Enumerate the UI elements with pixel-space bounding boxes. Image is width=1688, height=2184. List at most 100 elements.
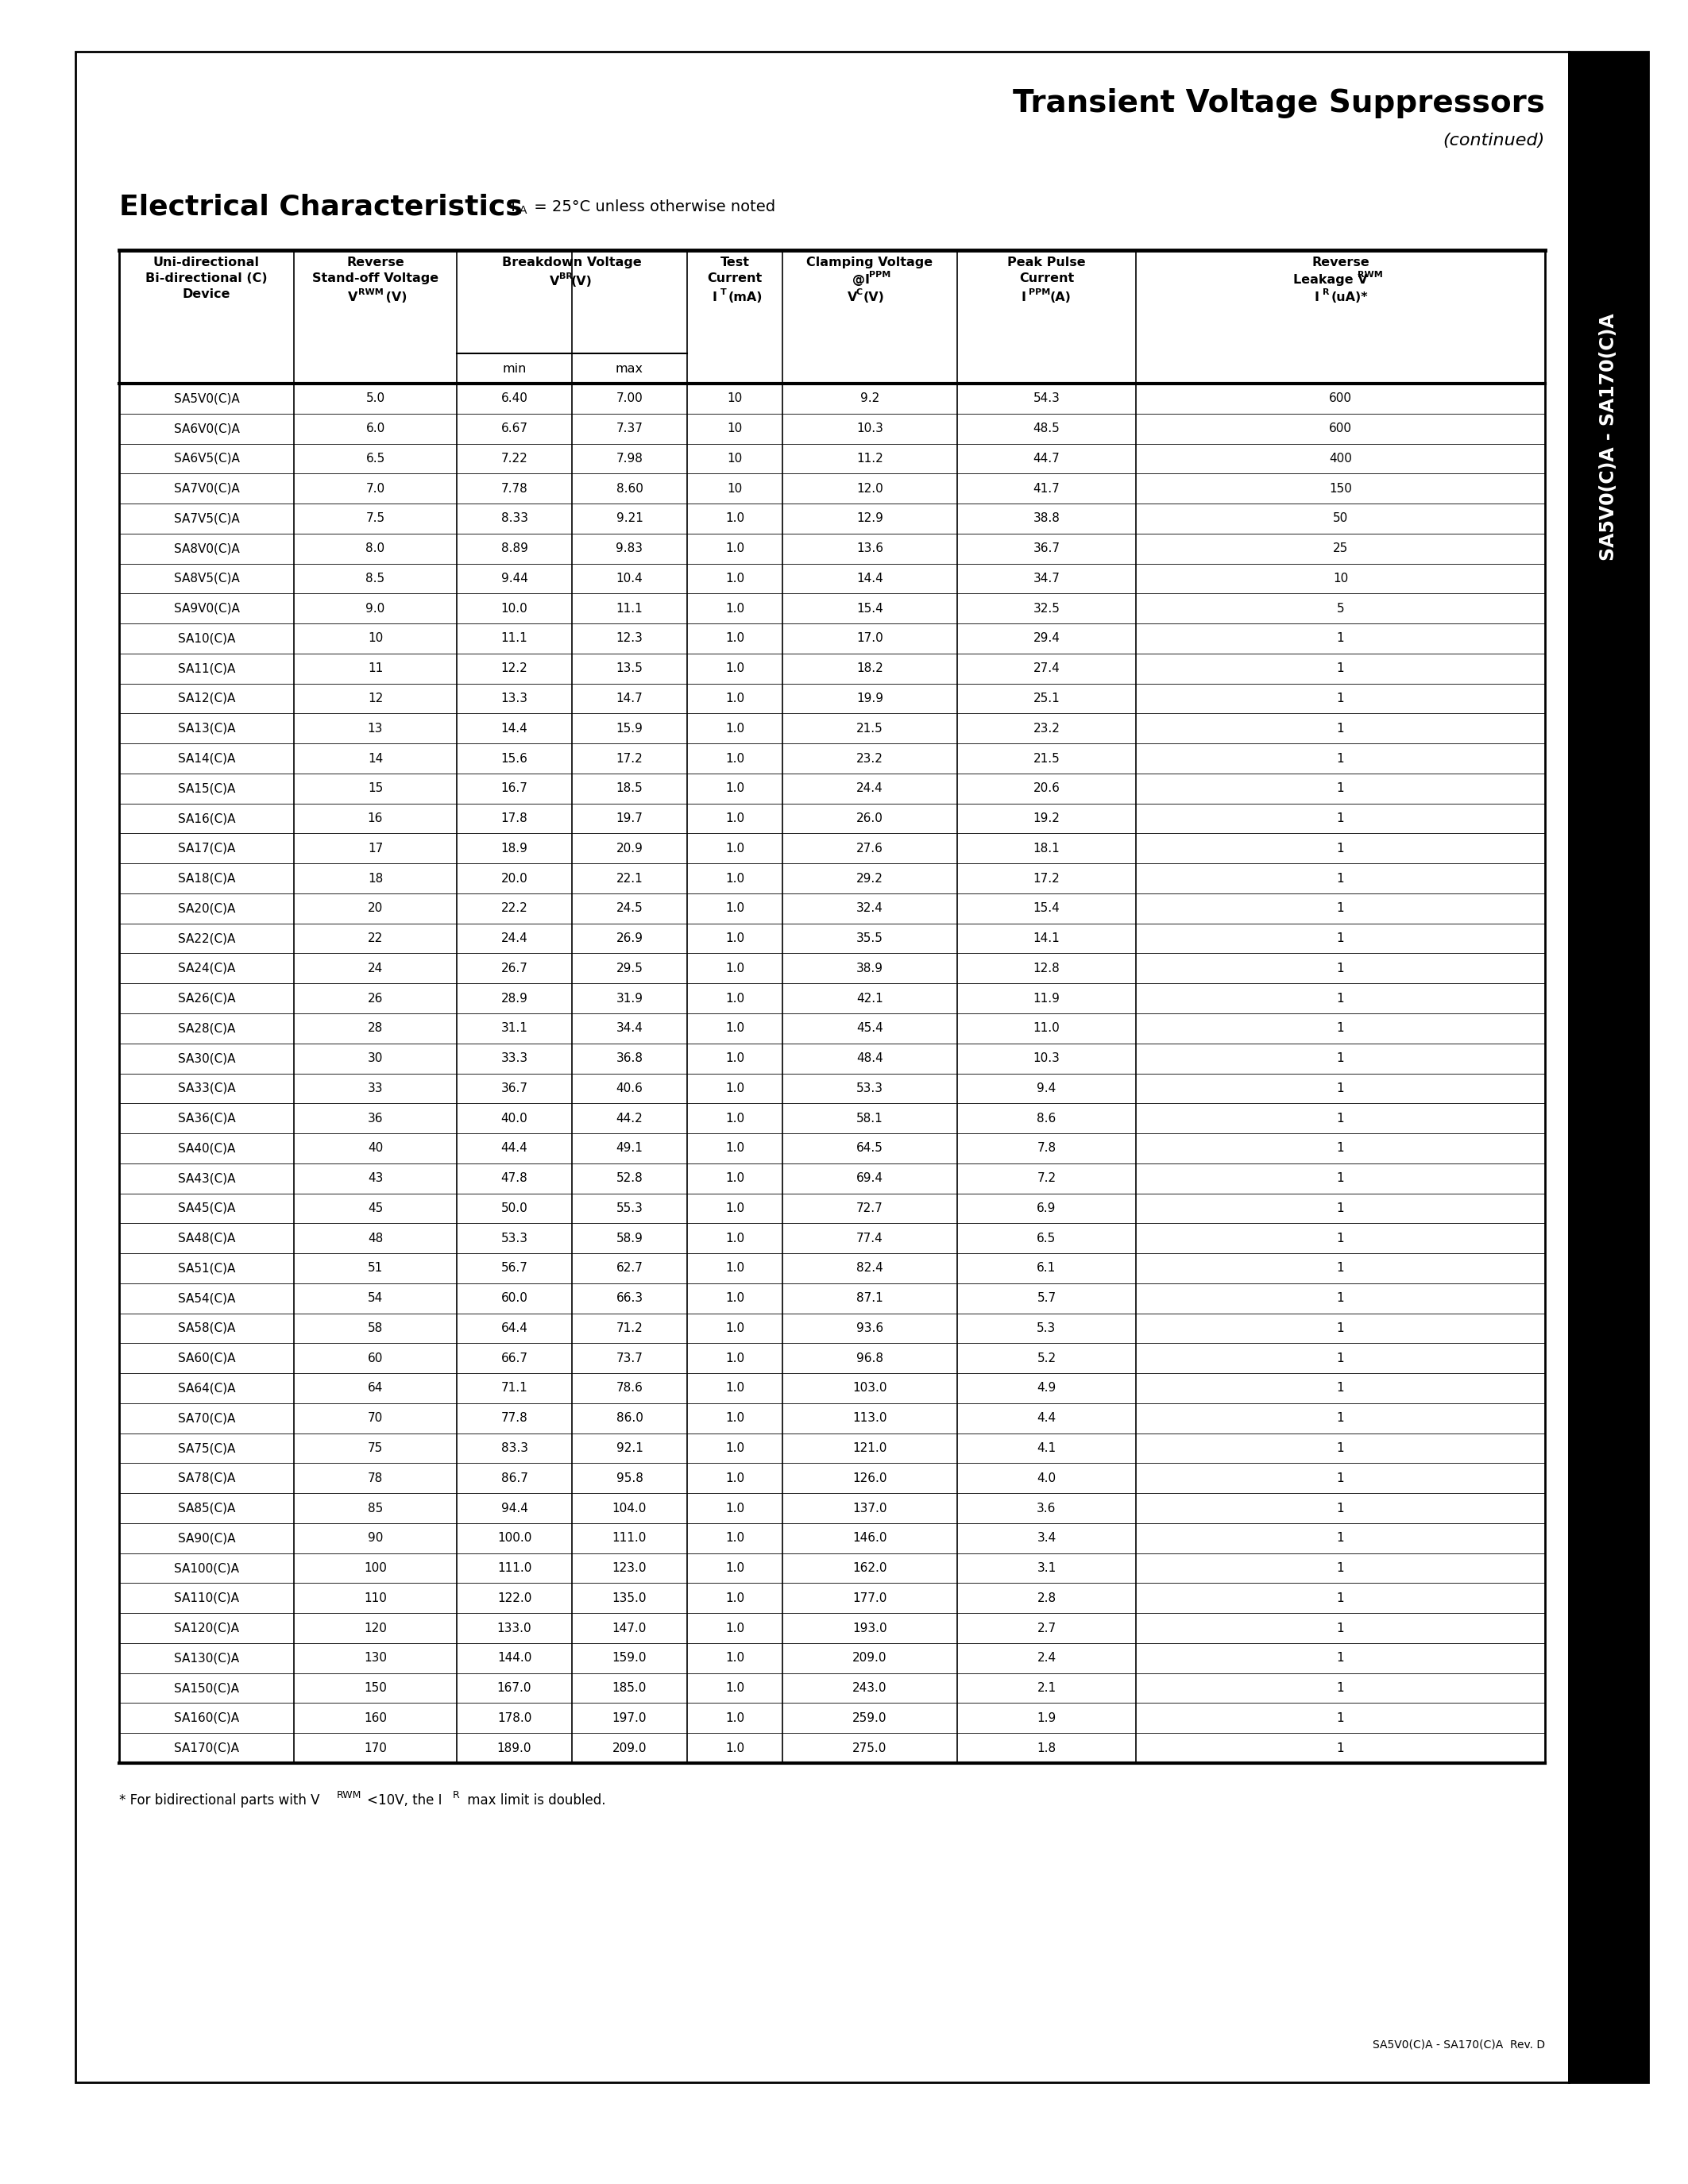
Bar — [76, 52, 1568, 2081]
Text: Breakdown Voltage: Breakdown Voltage — [501, 256, 641, 269]
Text: 29.5: 29.5 — [616, 963, 643, 974]
Text: <10V, the I: <10V, the I — [366, 1793, 442, 1808]
Text: 150: 150 — [365, 1682, 387, 1695]
Text: 21.5: 21.5 — [856, 723, 883, 734]
Text: 243.0: 243.0 — [852, 1682, 888, 1695]
Text: SA5V0(C)A: SA5V0(C)A — [174, 393, 240, 404]
Text: Stand-off Voltage: Stand-off Voltage — [312, 273, 439, 284]
Text: Bi-directional (C): Bi-directional (C) — [145, 273, 267, 284]
Text: SA26(C)A: SA26(C)A — [177, 992, 235, 1005]
Text: SA20(C)A: SA20(C)A — [177, 902, 235, 915]
Text: C: C — [856, 288, 863, 297]
Text: 100.0: 100.0 — [496, 1533, 532, 1544]
Text: 18.2: 18.2 — [856, 662, 883, 675]
Text: (V): (V) — [571, 275, 592, 288]
Text: 1: 1 — [1337, 723, 1344, 734]
Text: 1.0: 1.0 — [726, 1382, 744, 1393]
Text: 29.2: 29.2 — [856, 871, 883, 885]
Text: 17.2: 17.2 — [1033, 871, 1060, 885]
Text: 13.5: 13.5 — [616, 662, 643, 675]
Text: 14: 14 — [368, 753, 383, 764]
Text: 1: 1 — [1337, 1022, 1344, 1035]
Text: 111.0: 111.0 — [613, 1533, 647, 1544]
Text: 167.0: 167.0 — [496, 1682, 532, 1695]
Text: 34.7: 34.7 — [1033, 572, 1060, 585]
Text: @I: @I — [852, 273, 869, 286]
Text: 87.1: 87.1 — [856, 1293, 883, 1304]
Text: 1: 1 — [1337, 1142, 1344, 1155]
Text: 1: 1 — [1337, 1262, 1344, 1273]
Text: 137.0: 137.0 — [852, 1503, 888, 1514]
Text: 126.0: 126.0 — [852, 1472, 888, 1485]
Text: 3.6: 3.6 — [1036, 1503, 1057, 1514]
Text: 77.4: 77.4 — [856, 1232, 883, 1245]
Text: SA110(C)A: SA110(C)A — [174, 1592, 240, 1603]
Text: 1: 1 — [1337, 1533, 1344, 1544]
Text: 3.1: 3.1 — [1036, 1562, 1057, 1575]
Text: 53.3: 53.3 — [501, 1232, 528, 1245]
Text: 38.8: 38.8 — [1033, 513, 1060, 524]
Text: 13: 13 — [368, 723, 383, 734]
Text: 82.4: 82.4 — [856, 1262, 883, 1273]
Text: 19.9: 19.9 — [856, 692, 883, 705]
Text: 7.98: 7.98 — [616, 452, 643, 465]
Text: 1.0: 1.0 — [726, 782, 744, 795]
Text: 14.4: 14.4 — [501, 723, 528, 734]
Text: 197.0: 197.0 — [613, 1712, 647, 1723]
Text: 40.6: 40.6 — [616, 1083, 643, 1094]
Text: 9.21: 9.21 — [616, 513, 643, 524]
Text: 1.0: 1.0 — [726, 1053, 744, 1064]
Text: 1.0: 1.0 — [726, 513, 744, 524]
Text: 6.5: 6.5 — [366, 452, 385, 465]
Text: T: T — [508, 199, 518, 214]
Text: 122.0: 122.0 — [496, 1592, 532, 1603]
Text: 12.3: 12.3 — [616, 633, 643, 644]
Text: 12.8: 12.8 — [1033, 963, 1060, 974]
Text: 69.4: 69.4 — [856, 1173, 883, 1184]
Text: Leakage V: Leakage V — [1293, 273, 1367, 286]
Text: 1: 1 — [1337, 753, 1344, 764]
Text: 170: 170 — [365, 1743, 387, 1754]
Text: * For bidirectional parts with V: * For bidirectional parts with V — [120, 1793, 319, 1808]
Text: 1.0: 1.0 — [726, 1623, 744, 1634]
Text: 24.4: 24.4 — [501, 933, 528, 943]
Text: 45: 45 — [368, 1203, 383, 1214]
Text: 44.4: 44.4 — [501, 1142, 528, 1155]
Text: V: V — [847, 290, 858, 304]
Text: (A): (A) — [1050, 290, 1072, 304]
Text: 75: 75 — [368, 1441, 383, 1455]
Text: 15.9: 15.9 — [616, 723, 643, 734]
Text: 1: 1 — [1337, 1562, 1344, 1575]
Text: SA15(C)A: SA15(C)A — [177, 782, 235, 795]
Text: 17.2: 17.2 — [616, 753, 643, 764]
Text: 185.0: 185.0 — [613, 1682, 647, 1695]
Text: 35.5: 35.5 — [856, 933, 883, 943]
Text: 1.0: 1.0 — [726, 1712, 744, 1723]
Text: RWM: RWM — [1357, 271, 1382, 280]
Text: 9.2: 9.2 — [861, 393, 879, 404]
Text: 31.1: 31.1 — [501, 1022, 528, 1035]
Text: 162.0: 162.0 — [852, 1562, 888, 1575]
Text: 275.0: 275.0 — [852, 1743, 888, 1754]
Text: 100: 100 — [365, 1562, 387, 1575]
Text: 193.0: 193.0 — [852, 1623, 888, 1634]
Text: 13.6: 13.6 — [856, 542, 883, 555]
Text: 1: 1 — [1337, 1623, 1344, 1634]
Text: 17.8: 17.8 — [501, 812, 528, 823]
Text: 40: 40 — [368, 1142, 383, 1155]
Text: 30: 30 — [368, 1053, 383, 1064]
Text: I: I — [1021, 290, 1026, 304]
Text: 1: 1 — [1337, 1712, 1344, 1723]
Text: 1: 1 — [1337, 1053, 1344, 1064]
Text: 1.0: 1.0 — [726, 902, 744, 915]
Text: 2.4: 2.4 — [1036, 1651, 1057, 1664]
Text: SA85(C)A: SA85(C)A — [177, 1503, 235, 1514]
Text: 7.22: 7.22 — [501, 452, 528, 465]
Text: SA16(C)A: SA16(C)A — [177, 812, 235, 823]
Text: Test: Test — [721, 256, 749, 269]
Text: 31.9: 31.9 — [616, 992, 643, 1005]
Text: 85: 85 — [368, 1503, 383, 1514]
Text: 53.3: 53.3 — [856, 1083, 883, 1094]
Text: 10.4: 10.4 — [616, 572, 643, 585]
Text: 1.0: 1.0 — [726, 1321, 744, 1334]
